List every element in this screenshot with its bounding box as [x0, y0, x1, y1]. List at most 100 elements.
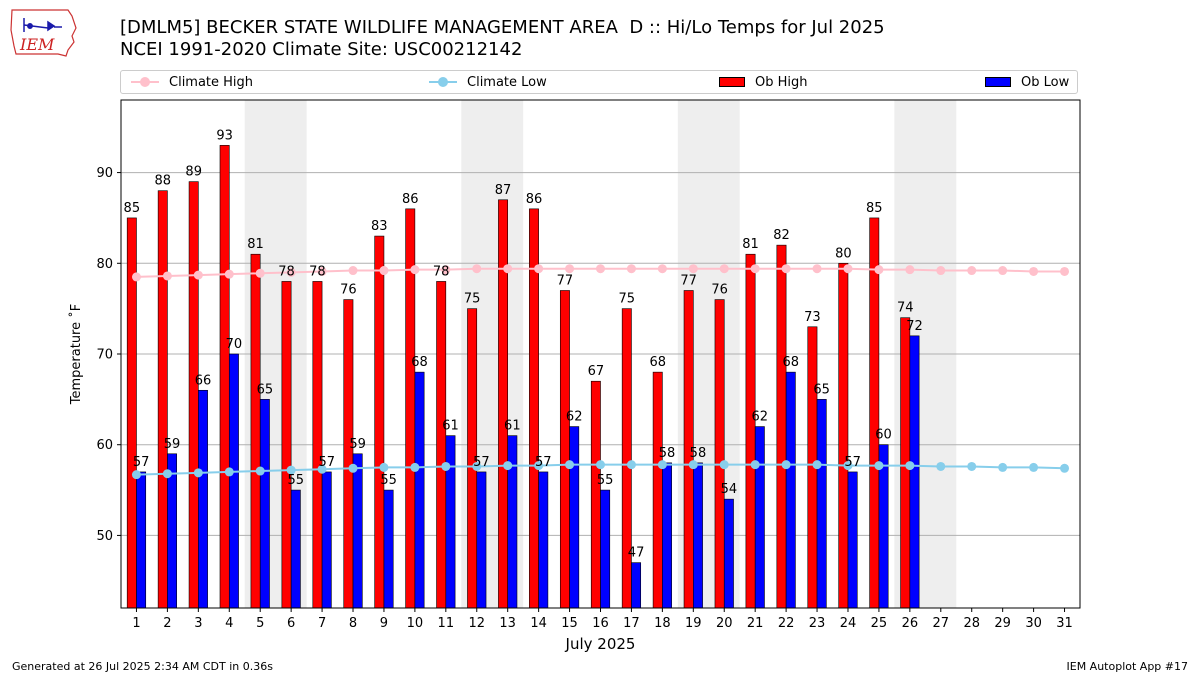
x-tick-label-24: 24 — [840, 616, 857, 631]
footer-app-label: IEM Autoplot App #17 — [1066, 660, 1189, 673]
ob-high-bar-26 — [900, 317, 911, 609]
climate-low-point-29 — [998, 462, 1008, 472]
weekend-shading — [244, 100, 957, 608]
ob-low-bar-1 — [136, 471, 147, 609]
ob-high-bar-18 — [652, 371, 663, 609]
ob-low-label-13: 61 — [504, 419, 521, 434]
ob-high-bar-22 — [776, 244, 787, 609]
ob-low-bar-23 — [816, 399, 827, 609]
ob-high-bar-9 — [374, 235, 385, 609]
bar-value-labels: 85 88 89 93 81 78 78 76 83 86 78 75 87 86 77 67 75 68 77 76… — [124, 128, 923, 560]
chart-legend: Climate High Climate Low Ob High Ob Low — [120, 70, 1078, 94]
climate-low-point-30 — [1029, 462, 1039, 472]
ob-low-label-2: 59 — [164, 437, 181, 452]
climate-low-point-14 — [534, 461, 544, 471]
climate-high-point-11 — [441, 265, 451, 275]
ob-low-label-26: 72 — [906, 319, 923, 334]
ob-high-bar-21 — [745, 253, 756, 609]
ob-low-bar-18 — [662, 462, 672, 609]
climate-low-point-23 — [812, 460, 822, 470]
climate-low-point-24 — [843, 461, 853, 471]
ob-high-bar-23 — [807, 326, 818, 609]
ob-low-label-20: 54 — [721, 482, 738, 497]
climate-high-point-9 — [379, 266, 389, 276]
x-tick-label-21: 21 — [747, 616, 764, 631]
iem-logo: IEM — [10, 9, 77, 57]
weather-station-icon — [23, 18, 62, 32]
x-tick-label-15: 15 — [561, 616, 578, 631]
ob-high-bar-11 — [436, 281, 447, 609]
y-axis-label: Temperature ˚F — [68, 304, 84, 405]
ob-high-bar-6 — [281, 281, 292, 609]
x-tick-label-4: 4 — [225, 616, 233, 631]
chart-title: [DMLM5] BECKER STATE WILDLIFE MANAGEMENT… — [120, 17, 885, 61]
legend-swatch-climate-low — [429, 76, 457, 88]
ob-low-label-6: 55 — [288, 473, 305, 488]
climate-low-point-3 — [193, 468, 203, 478]
climate-high-point-4 — [224, 269, 234, 279]
ob-low-bar-9 — [383, 489, 394, 609]
climate-low-point-18 — [657, 460, 667, 470]
ob-high-label-16: 67 — [588, 364, 605, 379]
logo-text: IEM — [19, 35, 55, 54]
ob-low-bar-4 — [228, 353, 239, 609]
climate-high-point-18 — [657, 264, 667, 274]
iowa-map-icon — [10, 9, 77, 57]
ob-high-bar-14 — [529, 208, 539, 609]
x-tick-label-17: 17 — [623, 616, 640, 631]
ob-high-label-21: 81 — [742, 237, 759, 252]
ob-low-label-21: 62 — [752, 410, 769, 425]
ob-high-bar-13 — [498, 199, 508, 609]
ob-high-bar-2 — [157, 190, 168, 609]
y-tick-label-90: 90 — [96, 166, 113, 181]
ob-low-bar-3 — [198, 389, 208, 609]
legend-label-climate-high: Climate High — [169, 74, 254, 90]
climate-high-point-17 — [626, 264, 636, 274]
ob-high-label-3: 89 — [185, 165, 202, 180]
y-tick-label-50: 50 — [96, 529, 113, 544]
y-tick-label-70: 70 — [96, 348, 113, 363]
ob-low-bar-8 — [352, 453, 363, 609]
legend-label-climate-low: Climate Low — [467, 74, 547, 90]
ob-high-label-2: 88 — [154, 174, 171, 189]
legend-item-ob-high: Ob High — [719, 71, 808, 93]
climate-low-point-9 — [379, 462, 389, 472]
climate-high-point-7 — [317, 266, 327, 276]
climate-low-point-27 — [936, 461, 946, 471]
x-tick-label-10: 10 — [407, 616, 424, 631]
climate-high-point-16 — [596, 264, 605, 274]
x-tick-label-12: 12 — [468, 616, 485, 631]
ob-high-bar-20 — [714, 299, 725, 609]
ob-low-bar-5 — [259, 399, 270, 609]
climate-high-point-30 — [1029, 266, 1039, 276]
ob-high-bar-19 — [683, 290, 694, 609]
climate-low-point-26 — [905, 461, 915, 471]
x-tick-label-5: 5 — [256, 616, 264, 631]
legend-swatch-ob-high — [719, 77, 745, 87]
ob-high-label-22: 82 — [773, 228, 790, 243]
ob-low-label-14: 57 — [535, 455, 552, 470]
ob-low-label-7: 57 — [318, 455, 335, 470]
ob-high-label-20: 76 — [711, 283, 728, 298]
ob-low-bar-14 — [538, 471, 549, 609]
climate-high-point-6 — [286, 267, 296, 277]
climate-high-point-29 — [998, 266, 1008, 276]
ob-low-bar-24 — [847, 471, 858, 609]
ob-high-bar-25 — [869, 217, 880, 609]
ob-high-label-8: 76 — [340, 283, 357, 298]
ob-high-label-7: 78 — [309, 264, 326, 279]
climate-low-point-10 — [410, 462, 420, 472]
ob-low-label-16: 55 — [597, 473, 614, 488]
ob-high-label-24: 80 — [835, 246, 852, 261]
ob-low-bar-19 — [693, 462, 703, 609]
ob-high-bar-7 — [312, 281, 323, 609]
ob-high-bar-17 — [621, 308, 632, 609]
climate-low-point-31 — [1060, 463, 1070, 473]
ob-high-bar-12 — [467, 308, 478, 609]
x-tick-label-29: 29 — [994, 616, 1011, 631]
ob-low-bar-10 — [414, 371, 425, 609]
ob-low-bar-26 — [909, 335, 920, 609]
x-tick-label-2: 2 — [163, 616, 171, 631]
ob-high-label-1: 85 — [124, 201, 141, 216]
climate-high-point-26 — [905, 265, 915, 275]
